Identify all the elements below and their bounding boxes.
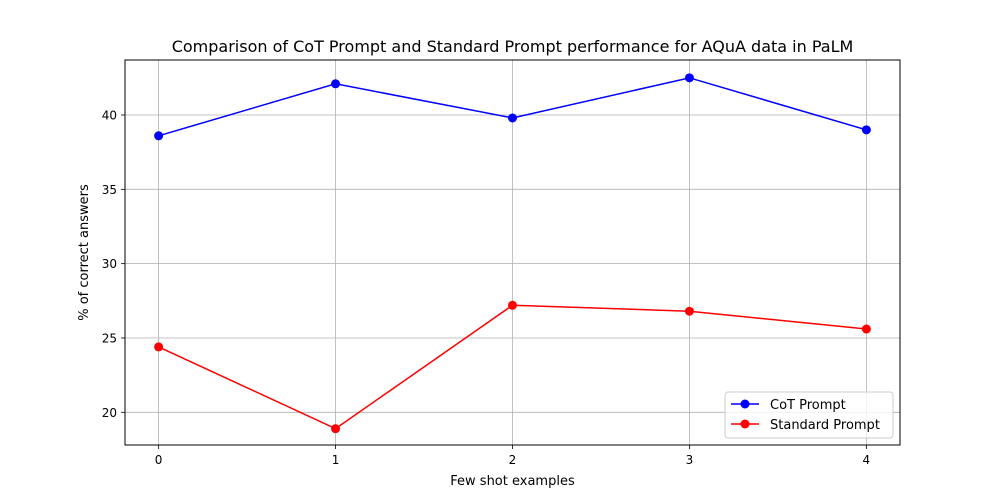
x-tick-label: 3 bbox=[686, 453, 694, 467]
data-point-standard bbox=[154, 342, 164, 352]
x-axis-label: Few shot examples bbox=[450, 474, 575, 489]
data-point-standard bbox=[684, 306, 694, 316]
data-point-standard bbox=[861, 324, 871, 334]
legend-box bbox=[724, 391, 894, 439]
x-tick-label: 4 bbox=[863, 453, 871, 467]
y-tick-label: 40 bbox=[102, 109, 117, 123]
legend-label-cot: CoT Prompt bbox=[770, 398, 846, 413]
x-tick-label: 0 bbox=[155, 453, 163, 467]
data-point-cot bbox=[684, 73, 694, 83]
legend: CoT Prompt Standard Prompt bbox=[724, 391, 894, 439]
data-point-standard bbox=[331, 424, 341, 434]
chart-title: Comparison of CoT Prompt and Standard Pr… bbox=[172, 37, 854, 56]
legend-label-standard: Standard Prompt bbox=[770, 418, 880, 433]
data-point-cot bbox=[508, 113, 517, 123]
x-tick-label: 1 bbox=[332, 453, 340, 467]
y-tick-label: 20 bbox=[102, 406, 117, 420]
legend-marker-cot bbox=[740, 399, 750, 409]
x-tick-label: 2 bbox=[509, 453, 517, 467]
y-tick-label: 25 bbox=[102, 331, 117, 345]
axis-ticks: 0 1 2 3 4 20 25 30 35 40 bbox=[102, 109, 870, 468]
y-axis-label: % of correct answers bbox=[77, 184, 92, 321]
data-point-cot bbox=[154, 131, 164, 141]
data-point-cot bbox=[331, 79, 341, 89]
data-point-cot bbox=[861, 125, 871, 135]
legend-marker-standard bbox=[740, 419, 750, 429]
y-tick-label: 30 bbox=[102, 257, 117, 271]
series-group bbox=[154, 73, 871, 434]
y-tick-label: 35 bbox=[102, 183, 117, 197]
data-point-standard bbox=[508, 300, 517, 310]
